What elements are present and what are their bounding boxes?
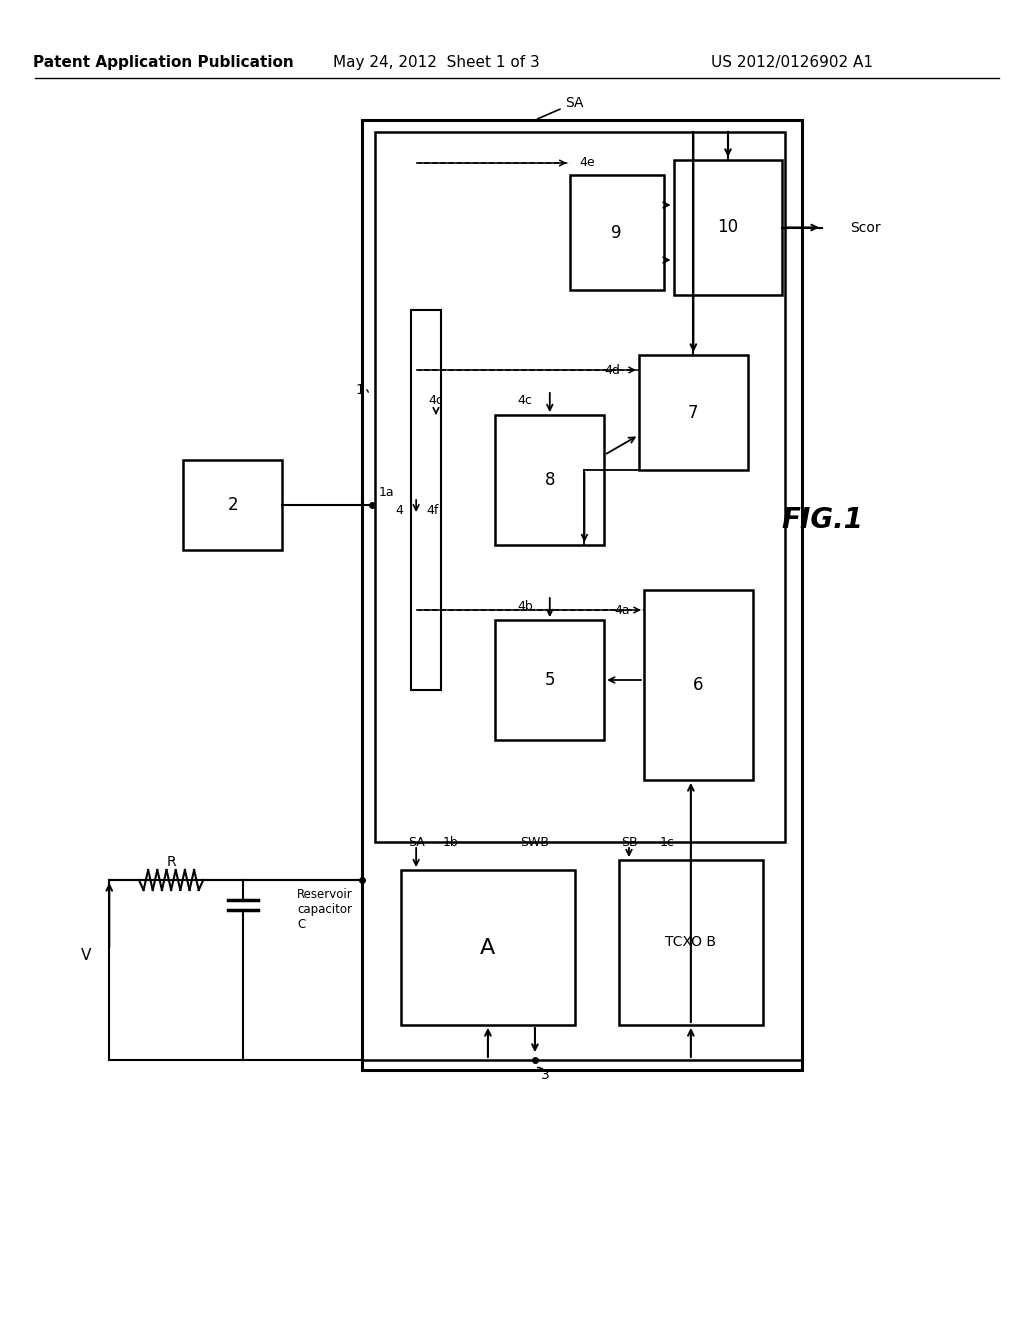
- Bar: [412, 310, 441, 690]
- Text: SWB: SWB: [520, 837, 550, 850]
- Text: 9: 9: [611, 223, 622, 242]
- Text: SA: SA: [565, 96, 584, 110]
- Text: 4b: 4b: [517, 599, 532, 612]
- Bar: [569, 176, 664, 290]
- Bar: [183, 459, 283, 550]
- Text: SB: SB: [621, 837, 637, 850]
- Text: 1c: 1c: [659, 837, 674, 850]
- Text: 1a: 1a: [379, 487, 394, 499]
- Bar: [361, 120, 802, 1071]
- Text: Reservoir
capacitor
C: Reservoir capacitor C: [297, 888, 353, 932]
- Text: US 2012/0126902 A1: US 2012/0126902 A1: [712, 54, 873, 70]
- Bar: [620, 861, 763, 1026]
- Text: 5: 5: [545, 671, 555, 689]
- Text: Patent Application Publication: Patent Application Publication: [34, 54, 294, 70]
- Bar: [639, 355, 748, 470]
- Text: SA: SA: [408, 837, 425, 850]
- Text: 4: 4: [395, 503, 403, 516]
- Text: V: V: [81, 948, 91, 962]
- Text: 2: 2: [227, 496, 239, 513]
- Bar: [496, 414, 604, 545]
- Bar: [401, 870, 574, 1026]
- Text: May 24, 2012  Sheet 1 of 3: May 24, 2012 Sheet 1 of 3: [333, 54, 540, 70]
- Bar: [674, 160, 782, 294]
- Text: 1: 1: [355, 383, 365, 397]
- Text: 3: 3: [541, 1068, 549, 1082]
- Text: Scor: Scor: [850, 220, 881, 235]
- Text: 6: 6: [693, 676, 703, 694]
- Text: FIG.1: FIG.1: [781, 506, 863, 535]
- Bar: [496, 620, 604, 741]
- Text: 1b: 1b: [443, 837, 459, 850]
- Text: 4f: 4f: [426, 503, 438, 516]
- Text: 10: 10: [718, 219, 738, 236]
- Text: 4a: 4a: [614, 603, 630, 616]
- Bar: [644, 590, 753, 780]
- Text: R: R: [167, 855, 176, 869]
- Text: 4e: 4e: [580, 157, 595, 169]
- Text: 4c: 4c: [428, 395, 443, 408]
- Text: 8: 8: [545, 471, 555, 488]
- Text: 4c: 4c: [517, 395, 532, 408]
- Text: 7: 7: [688, 404, 698, 421]
- Text: TCXO B: TCXO B: [666, 936, 717, 949]
- Text: 4d: 4d: [604, 363, 621, 376]
- Bar: [375, 132, 785, 842]
- Text: A: A: [480, 937, 496, 957]
